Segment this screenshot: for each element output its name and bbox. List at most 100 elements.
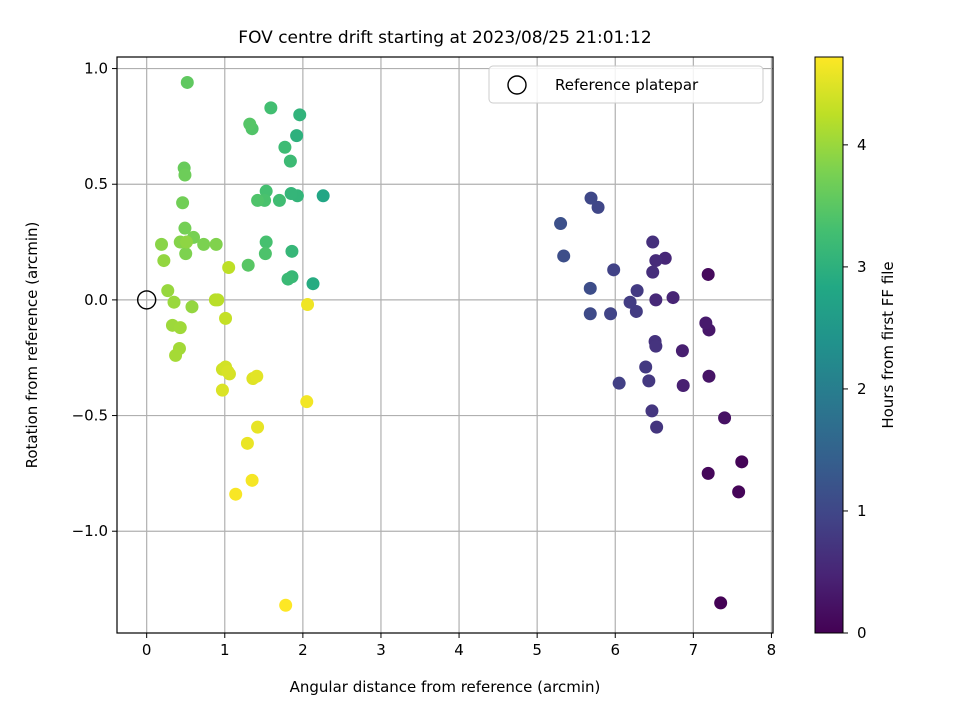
x-tick-label: 8 <box>767 641 777 659</box>
colorbar-tick-label: 0 <box>857 624 867 642</box>
data-point <box>554 217 568 231</box>
colorbar-ticks: 0 1 2 3 4 <box>843 136 867 642</box>
chart-title: FOV centre drift starting at 2023/08/25 … <box>238 28 651 48</box>
data-point <box>290 129 304 143</box>
data-point <box>283 154 297 168</box>
data-point <box>301 298 315 312</box>
x-tick-label: 1 <box>220 641 230 659</box>
axes-background <box>117 57 773 633</box>
colorbar-tick-label: 3 <box>857 258 867 276</box>
data-point <box>646 235 660 249</box>
colorbar-tick-label: 2 <box>857 380 867 398</box>
data-point <box>240 436 254 450</box>
data-point <box>197 237 211 251</box>
data-point <box>178 221 192 235</box>
y-axis-label: Rotation from reference (arcmin) <box>23 222 41 469</box>
data-point <box>258 247 272 261</box>
data-point <box>630 284 644 298</box>
data-point <box>316 189 330 203</box>
y-tick-label: −0.5 <box>72 407 108 425</box>
data-point <box>211 293 225 307</box>
data-point <box>607 263 621 277</box>
y-ticks: −1.0 −0.5 0.0 0.5 1.0 <box>72 60 117 540</box>
x-axis-label: Angular distance from reference (arcmin) <box>290 678 601 696</box>
data-point <box>155 237 169 251</box>
data-point <box>676 378 690 392</box>
data-point <box>642 374 656 388</box>
x-tick-label: 5 <box>532 641 542 659</box>
reference-platepar-marker <box>136 290 157 310</box>
data-point <box>718 411 732 425</box>
axes-frame <box>116 56 774 634</box>
x-tick-label: 2 <box>298 641 308 659</box>
data-point <box>264 101 278 115</box>
data-point <box>180 75 194 89</box>
legend-marker <box>507 75 527 95</box>
x-ticks: 0 1 2 3 4 5 6 7 8 <box>142 633 776 659</box>
data-point <box>591 200 605 214</box>
data-point <box>584 191 598 205</box>
data-point <box>732 485 746 499</box>
data-point <box>285 244 299 258</box>
data-point <box>178 168 192 182</box>
colorbar-label: Hours from first FF file <box>879 261 897 428</box>
data-point <box>699 316 713 330</box>
data-point <box>557 249 571 263</box>
data-point <box>259 235 273 249</box>
data-point <box>583 281 597 295</box>
data-point <box>179 247 193 261</box>
data-point <box>639 360 653 374</box>
y-tick-label: 0.5 <box>84 175 108 193</box>
data-point <box>215 383 229 397</box>
data-point <box>649 254 663 268</box>
data-point <box>176 196 190 210</box>
data-point <box>219 311 233 325</box>
data-point <box>623 295 637 309</box>
data-point <box>646 265 660 279</box>
data-point <box>629 304 643 318</box>
colorbar: 0 1 2 3 4 Hours from first FF file <box>814 56 897 642</box>
data-point <box>251 420 265 434</box>
data-point <box>701 267 715 281</box>
data-point <box>167 295 181 309</box>
data-point <box>714 596 728 610</box>
colorbar-tick-label: 1 <box>857 502 867 520</box>
data-point <box>251 193 265 207</box>
y-tick-label: 1.0 <box>84 60 108 78</box>
data-point <box>279 598 293 612</box>
data-point <box>243 117 257 131</box>
data-point <box>306 277 320 291</box>
x-tick-label: 3 <box>376 641 386 659</box>
x-tick-label: 6 <box>610 641 620 659</box>
data-point <box>675 344 689 358</box>
plot-area: 0 1 2 3 4 5 6 7 8 −1.0 −0.5 0.0 0.5 1.0 <box>72 56 776 659</box>
data-point <box>284 186 298 200</box>
data-point <box>221 365 235 379</box>
data-point <box>735 455 749 469</box>
data-point <box>650 420 664 434</box>
data-point <box>229 487 243 501</box>
data-point <box>281 272 295 286</box>
data-point <box>209 237 223 251</box>
data-point <box>278 140 292 154</box>
data-point <box>272 193 286 207</box>
y-tick-label: 0.0 <box>84 291 108 309</box>
data-point <box>157 254 171 268</box>
data-point <box>169 348 183 362</box>
legend: Reference platepar <box>488 65 764 104</box>
data-point <box>666 291 680 305</box>
legend-box <box>488 65 764 104</box>
data-point <box>701 466 715 480</box>
colorbar-gradient <box>814 56 844 634</box>
data-point <box>245 473 259 487</box>
data-point <box>645 404 659 418</box>
x-tick-label: 7 <box>689 641 699 659</box>
data-point <box>612 376 626 390</box>
data-point <box>241 258 255 272</box>
data-point <box>649 293 663 307</box>
x-tick-label: 4 <box>454 641 464 659</box>
scatter-points <box>155 75 749 612</box>
data-point <box>161 284 175 298</box>
data-point <box>180 235 194 249</box>
colorbar-tick-label: 4 <box>857 136 867 154</box>
